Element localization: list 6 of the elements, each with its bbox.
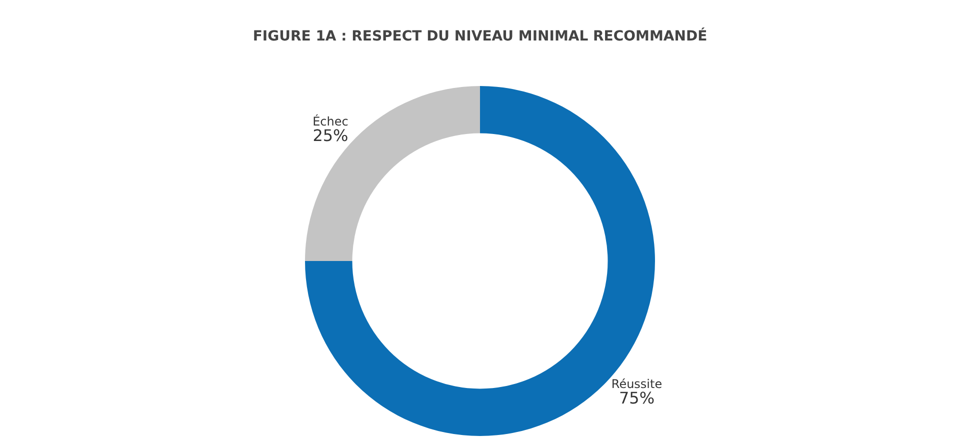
slice-label: Réussite [611,377,662,392]
data-label: 75% [618,388,655,408]
slice-label: Échec [312,114,348,129]
data-label: 25% [312,126,348,146]
chart-title: FIGURE 1A : RESPECT DU NIVEAU MINIMAL RECOMMANDÉ [252,28,708,45]
donut-slice [305,86,480,261]
